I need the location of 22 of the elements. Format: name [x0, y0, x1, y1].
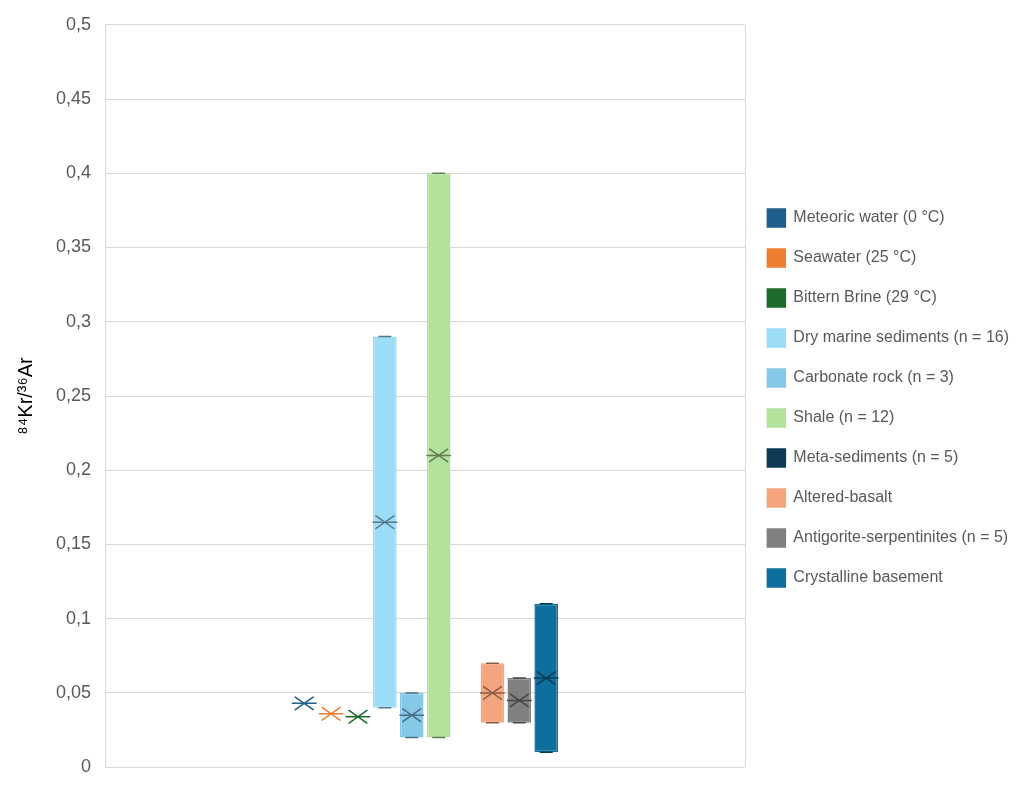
y-tick-label: 0,05	[55, 681, 92, 702]
legend-label: Crystalline basement	[793, 568, 944, 586]
legend-label: Meteoric water (0 °C)	[793, 208, 945, 226]
y-tick-label: 0,1	[66, 607, 92, 628]
legend-label: Seawater (25 °C)	[793, 248, 917, 266]
y-tick-label: 0,5	[66, 13, 92, 34]
legend-label: Bittern Brine (29 °C)	[793, 288, 937, 306]
legend-label: Altered-basalt	[793, 488, 893, 506]
y-tick-label: 0,25	[55, 384, 92, 405]
y-tick-label: 0,2	[66, 459, 92, 480]
y-tick-label: 0	[81, 756, 92, 777]
y-tick-label: 0,4	[66, 162, 92, 183]
legend-label: Dry marine sediments (n = 16)	[793, 328, 1010, 346]
y-tick-label: 0,15	[55, 533, 92, 554]
y-tick-label: 0,35	[55, 236, 92, 257]
legend-label: Carbonate rock (n = 3)	[793, 368, 954, 386]
y-tick-label: 0,45	[55, 88, 92, 109]
legend-label: Shale (n = 12)	[793, 408, 895, 426]
legend-label: Antigorite-serpentinites (n = 5)	[793, 528, 1009, 546]
y-axis-title: ⁸⁴Kr/³⁶Ar	[13, 356, 36, 435]
legend-label: Meta-sediments (n = 5)	[793, 448, 959, 466]
y-tick-label: 0,3	[66, 310, 92, 331]
